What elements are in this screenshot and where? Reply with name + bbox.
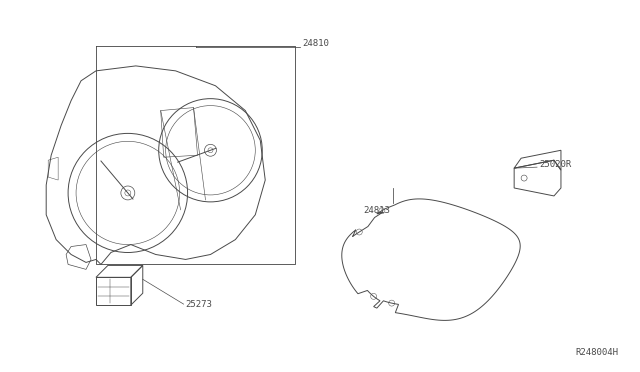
Text: 24813: 24813 (363, 206, 390, 215)
Text: 25020R: 25020R (539, 160, 572, 169)
Text: 24810: 24810 (302, 39, 329, 48)
Text: 25273: 25273 (186, 299, 212, 309)
Text: R248004H: R248004H (576, 348, 619, 357)
